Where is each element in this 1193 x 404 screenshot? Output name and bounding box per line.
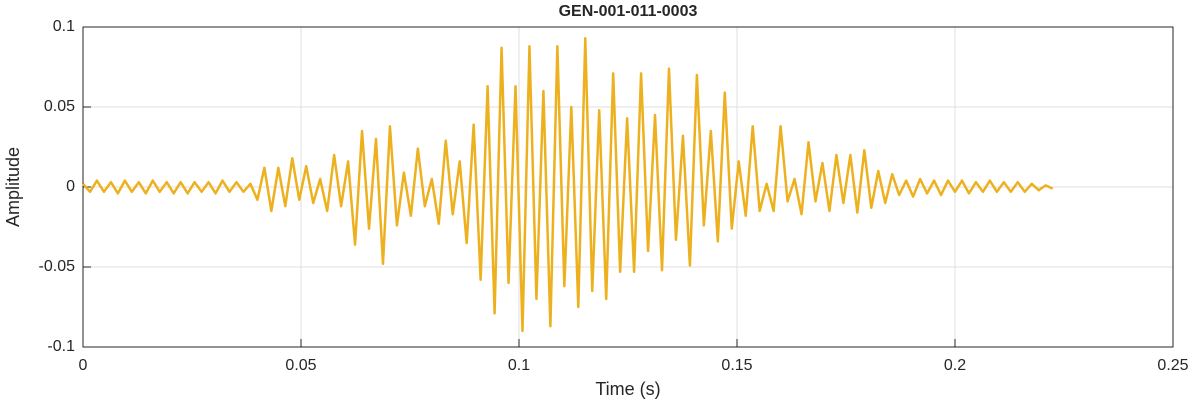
y-tick-label: 0.05 [44,98,75,115]
y-tick-label: -0.1 [47,338,75,355]
x-tick-label: 0.1 [508,357,530,374]
y-tick-label: -0.05 [39,258,76,275]
series-line [82,36,1054,333]
x-tick-label: 0.25 [1157,357,1188,374]
y-tick-label: 0 [66,178,75,195]
x-tick-label: 0 [79,357,88,374]
chart-title: GEN-001-011-0003 [559,3,698,20]
x-tick-label: 0.2 [944,357,966,374]
x-axis-label: Time (s) [595,379,660,399]
y-axis-label: Amplitude [3,147,23,227]
y-tick-label: 0.1 [53,18,75,35]
x-tick-label: 0.05 [285,357,316,374]
plot-frame [82,26,1174,348]
x-tick-label: 0.15 [721,357,752,374]
